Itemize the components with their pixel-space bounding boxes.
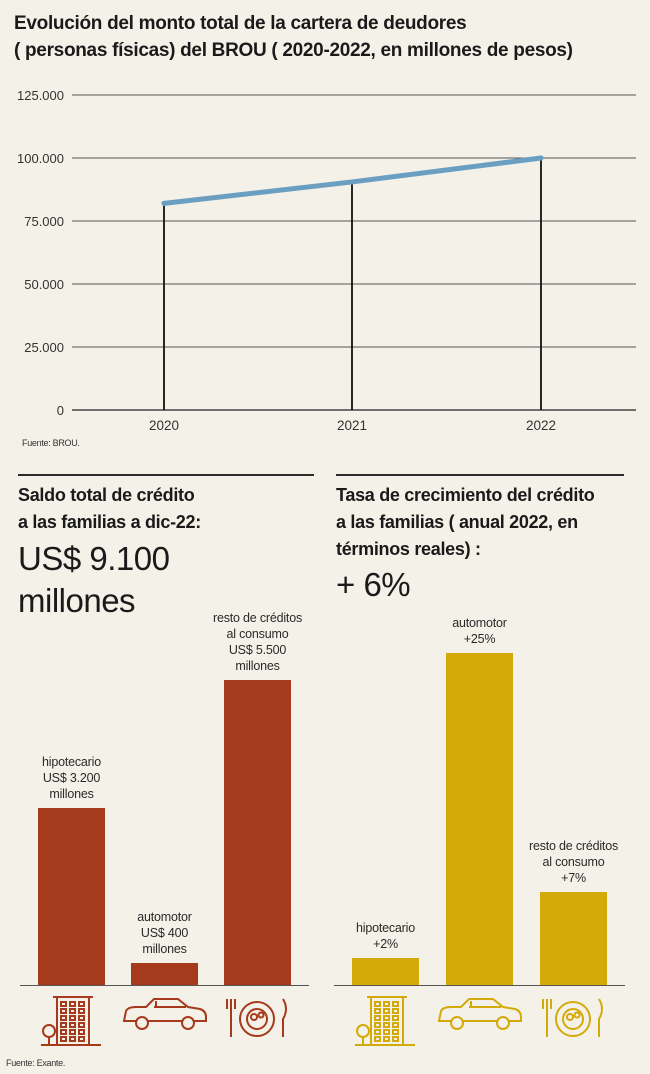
bar-label-line: US$ 400 bbox=[140, 925, 189, 940]
bar-label-line: hipotecario bbox=[42, 754, 101, 769]
left-bar-2 bbox=[224, 680, 291, 985]
right-heading-line1: Tasa de crecimiento del crédito bbox=[336, 485, 595, 505]
building-icon bbox=[37, 993, 107, 1054]
right-heading-line2: a las familias ( anual 2022, en bbox=[336, 512, 578, 532]
car-icon bbox=[120, 993, 210, 1038]
bar-label-line: automotor bbox=[137, 909, 192, 924]
y-tick-label: 0 bbox=[57, 403, 64, 418]
right-headline-line1: + 6% bbox=[336, 566, 411, 603]
right-panel-heading: Tasa de crecimiento del crédito a las fa… bbox=[336, 482, 595, 563]
plate-icon bbox=[223, 993, 293, 1048]
data-point bbox=[349, 179, 355, 185]
right-bar-0 bbox=[352, 958, 419, 985]
right-heading-line3: términos reales) : bbox=[336, 539, 481, 559]
y-tick-label: 100.000 bbox=[17, 151, 64, 166]
bar-label-line: +7% bbox=[561, 871, 586, 886]
footer-source: Fuente: Exante. bbox=[6, 1058, 66, 1068]
left-baseline bbox=[20, 985, 309, 986]
left-headline-line1: US$ 9.100 bbox=[18, 540, 170, 577]
right-baseline bbox=[334, 985, 625, 986]
bar-label-line: al consumo bbox=[226, 627, 289, 641]
right-panel-headline: + 6% bbox=[336, 564, 411, 606]
left-heading-line1: Saldo total de crédito bbox=[18, 485, 195, 505]
bar-label-line: hipotecario bbox=[356, 921, 415, 936]
chart-title-line2: ( personas físicas) del BROU ( 2020-2022… bbox=[14, 40, 573, 61]
left-headline-line2: millones bbox=[18, 582, 136, 619]
right-panel-rule bbox=[336, 474, 624, 476]
bar-label-line: al consumo bbox=[542, 855, 605, 870]
left-panel-headline: US$ 9.100 millones bbox=[18, 538, 170, 622]
bar-label-line: US$ 5.500 bbox=[228, 643, 287, 657]
y-tick-label: 50.000 bbox=[24, 277, 64, 292]
right-bar-label-1: automotor +25% bbox=[401, 615, 558, 647]
left-bar-label-2: resto de créditos al consumo US$ 5.500 mill… bbox=[179, 610, 336, 674]
bar-label-line: resto de créditos bbox=[528, 839, 618, 854]
y-tick-label: 75.000 bbox=[24, 214, 64, 229]
x-tick-label: 2021 bbox=[337, 418, 367, 433]
left-panel-rule bbox=[18, 474, 314, 476]
bar-label-line: US$ 3.200 bbox=[42, 770, 101, 785]
left-bar-label-1: automotor US$ 400 millones bbox=[86, 909, 243, 957]
data-point bbox=[538, 155, 544, 161]
x-tick-label: 2020 bbox=[149, 418, 179, 433]
right-bar-1 bbox=[446, 653, 513, 985]
chart-title: Evolución del monto total de la cartera … bbox=[14, 10, 634, 64]
right-bar-label-2: resto de créditos al consumo +7% bbox=[495, 838, 650, 886]
left-heading-line2: a las familias a dic-22: bbox=[18, 512, 201, 532]
left-bar-1 bbox=[131, 962, 198, 985]
right-bar-2 bbox=[540, 892, 607, 985]
left-bar-label-0: hipotecario US$ 3.200 millones bbox=[0, 754, 150, 802]
data-point bbox=[161, 200, 167, 206]
building-icon bbox=[351, 993, 421, 1054]
right-bar-label-0: hipotecario +2% bbox=[307, 920, 464, 952]
bar-label-line: millones bbox=[142, 941, 187, 956]
y-tick-label: 25.000 bbox=[24, 340, 64, 355]
line-chart: 0 25.000 50.000 75.000 100.000 125.000 2020 202… bbox=[17, 88, 636, 433]
left-panel-heading: Saldo total de crédito a las familias a … bbox=[18, 482, 201, 536]
y-tick-label: 125.000 bbox=[17, 88, 64, 103]
bar-label-line: +2% bbox=[373, 937, 398, 952]
bar-label-line: resto de créditos bbox=[212, 611, 302, 625]
bar-label-line: millones bbox=[49, 786, 94, 801]
plate-icon bbox=[539, 993, 609, 1048]
bar-label-line: automotor bbox=[452, 616, 507, 630]
x-tick-label: 2022 bbox=[526, 418, 556, 433]
bar-label-line: millones bbox=[235, 659, 280, 673]
car-icon bbox=[435, 993, 525, 1038]
line-chart-source: Fuente: BROU. bbox=[22, 438, 80, 448]
bar-label-line: +25% bbox=[463, 632, 496, 646]
left-bar-0 bbox=[38, 807, 105, 985]
chart-title-line1: Evolución del monto total de la cartera … bbox=[14, 13, 467, 34]
